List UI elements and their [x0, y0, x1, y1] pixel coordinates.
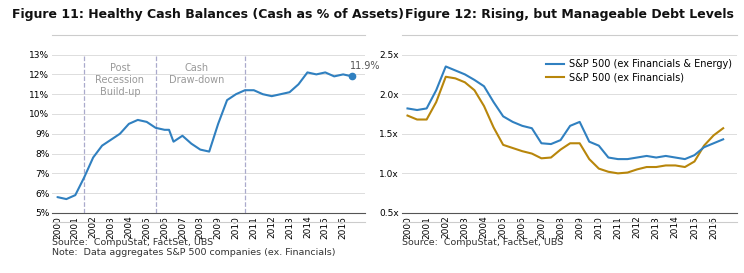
S&P 500 (ex Financials & Energy)	[642, 154, 651, 158]
S&P 500 (ex Financials & Energy)	[690, 153, 699, 157]
S&P 500 (ex Financials)	[642, 165, 651, 169]
S&P 500 (ex Financials)	[480, 104, 489, 108]
S&P 500 (ex Financials)	[709, 134, 718, 137]
S&P 500 (ex Financials)	[594, 167, 603, 170]
S&P 500 (ex Financials)	[652, 165, 661, 169]
S&P 500 (ex Financials)	[518, 150, 527, 153]
Text: Cash
Draw-down: Cash Draw-down	[169, 63, 225, 85]
S&P 500 (ex Financials)	[699, 144, 708, 147]
Text: Post
Recession
Build-up: Post Recession Build-up	[95, 63, 144, 97]
S&P 500 (ex Financials)	[614, 172, 623, 175]
S&P 500 (ex Financials & Energy)	[498, 115, 507, 118]
S&P 500 (ex Financials & Energy)	[632, 156, 641, 159]
S&P 500 (ex Financials)	[575, 142, 584, 145]
S&P 500 (ex Financials)	[432, 100, 440, 104]
S&P 500 (ex Financials & Energy)	[695, 150, 704, 153]
S&P 500 (ex Financials & Energy)	[547, 143, 556, 146]
S&P 500 (ex Financials & Energy)	[699, 146, 708, 149]
S&P 500 (ex Financials & Energy)	[604, 156, 613, 159]
S&P 500 (ex Financials)	[547, 156, 556, 159]
S&P 500 (ex Financials & Energy)	[623, 158, 632, 161]
S&P 500 (ex Financials)	[422, 118, 431, 121]
S&P 500 (ex Financials)	[403, 114, 412, 117]
S&P 500 (ex Financials & Energy)	[594, 144, 603, 147]
S&P 500 (ex Financials & Energy)	[432, 88, 440, 92]
S&P 500 (ex Financials)	[441, 75, 450, 78]
Text: Source:  CompuStat, FactSet, UBS: Source: CompuStat, FactSet, UBS	[402, 238, 563, 247]
S&P 500 (ex Financials & Energy)	[661, 154, 670, 158]
S&P 500 (ex Financials & Energy)	[480, 85, 489, 88]
S&P 500 (ex Financials & Energy)	[537, 142, 546, 145]
S&P 500 (ex Financials)	[623, 171, 632, 174]
S&P 500 (ex Financials & Energy)	[565, 124, 574, 127]
S&P 500 (ex Financials)	[556, 148, 565, 151]
S&P 500 (ex Financials & Energy)	[461, 73, 469, 76]
S&P 500 (ex Financials & Energy)	[451, 69, 460, 72]
S&P 500 (ex Financials)	[527, 152, 536, 155]
S&P 500 (ex Financials)	[681, 165, 690, 169]
S&P 500 (ex Financials)	[537, 157, 546, 160]
Line: S&P 500 (ex Financials & Energy): S&P 500 (ex Financials & Energy)	[408, 66, 723, 159]
S&P 500 (ex Financials & Energy)	[671, 156, 680, 159]
S&P 500 (ex Financials)	[470, 88, 479, 92]
S&P 500 (ex Financials & Energy)	[575, 120, 584, 124]
S&P 500 (ex Financials & Energy)	[585, 140, 594, 143]
S&P 500 (ex Financials & Energy)	[709, 142, 718, 145]
S&P 500 (ex Financials)	[671, 164, 680, 167]
Line: S&P 500 (ex Financials): S&P 500 (ex Financials)	[408, 77, 723, 173]
S&P 500 (ex Financials & Energy)	[719, 138, 728, 141]
Text: Figure 11: Healthy Cash Balances (Cash as % of Assets): Figure 11: Healthy Cash Balances (Cash a…	[13, 8, 404, 21]
Text: Source:  CompuStat, FactSet, UBS
Note:  Data aggregates S&P 500 companies (ex. F: Source: CompuStat, FactSet, UBS Note: Da…	[52, 238, 336, 257]
S&P 500 (ex Financials & Energy)	[441, 65, 450, 68]
S&P 500 (ex Financials & Energy)	[422, 107, 431, 110]
S&P 500 (ex Financials)	[489, 126, 498, 129]
Text: Figure 12: Rising, but Manageable Debt Levels: Figure 12: Rising, but Manageable Debt L…	[405, 8, 734, 21]
S&P 500 (ex Financials)	[604, 170, 613, 173]
S&P 500 (ex Financials & Energy)	[652, 156, 661, 159]
S&P 500 (ex Financials & Energy)	[681, 158, 690, 161]
S&P 500 (ex Financials)	[695, 152, 704, 155]
S&P 500 (ex Financials)	[413, 118, 422, 121]
S&P 500 (ex Financials & Energy)	[413, 108, 422, 112]
S&P 500 (ex Financials)	[585, 158, 594, 161]
S&P 500 (ex Financials)	[565, 142, 574, 145]
S&P 500 (ex Financials & Energy)	[527, 127, 536, 130]
S&P 500 (ex Financials & Energy)	[489, 100, 498, 104]
Legend: S&P 500 (ex Financials & Energy), S&P 500 (ex Financials): S&P 500 (ex Financials & Energy), S&P 50…	[546, 60, 731, 82]
S&P 500 (ex Financials)	[451, 77, 460, 80]
S&P 500 (ex Financials & Energy)	[470, 78, 479, 82]
S&P 500 (ex Financials)	[719, 127, 728, 130]
S&P 500 (ex Financials & Energy)	[508, 120, 517, 124]
S&P 500 (ex Financials & Energy)	[614, 158, 623, 161]
S&P 500 (ex Financials)	[661, 164, 670, 167]
S&P 500 (ex Financials)	[690, 160, 699, 163]
S&P 500 (ex Financials & Energy)	[403, 107, 412, 110]
Text: 11.9%: 11.9%	[350, 61, 381, 72]
S&P 500 (ex Financials & Energy)	[556, 138, 565, 142]
S&P 500 (ex Financials)	[498, 143, 507, 147]
S&P 500 (ex Financials & Energy)	[518, 124, 527, 127]
S&P 500 (ex Financials)	[632, 168, 641, 171]
S&P 500 (ex Financials)	[508, 146, 517, 150]
S&P 500 (ex Financials)	[461, 81, 469, 84]
